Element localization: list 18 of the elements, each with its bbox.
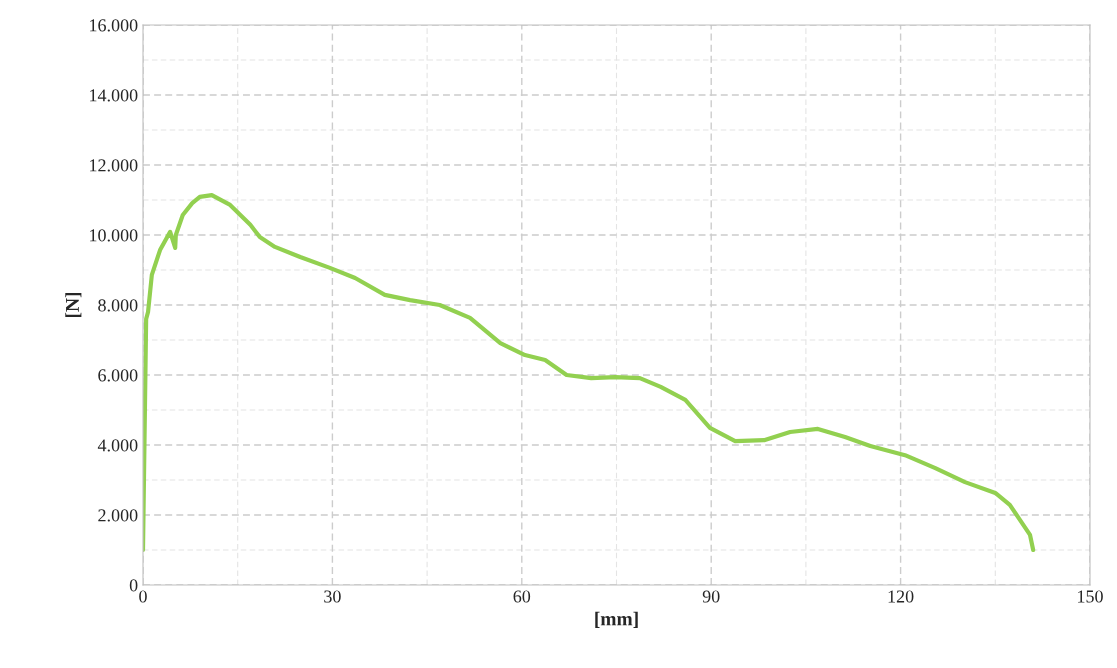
x-axis-title: [mm]: [595, 611, 638, 628]
y-tick-label: 12.000: [90, 159, 138, 172]
y-tick-label: 2.000: [98, 509, 138, 522]
x-tick-label: 30: [324, 590, 341, 603]
y-tick-label: 4.000: [97, 439, 138, 452]
y-tick-label: 0: [129, 579, 138, 592]
y-tick-label: 8.000: [98, 299, 138, 312]
y-tick-label: 14.000: [90, 89, 138, 102]
x-tick-label: 120: [888, 590, 914, 603]
y-axis-title: [N]: [65, 292, 82, 318]
x-tick-label: 60: [513, 590, 531, 603]
y-tick-label: 6.000: [98, 369, 138, 382]
line-series: [143, 193, 1036, 553]
y-tick-label: 10.000: [90, 229, 138, 242]
y-tick-label: 16.000: [90, 19, 138, 32]
x-tick-label: 0: [139, 590, 147, 603]
x-tick-label: 150: [1078, 590, 1103, 603]
x-tick-label: 90: [702, 590, 720, 603]
